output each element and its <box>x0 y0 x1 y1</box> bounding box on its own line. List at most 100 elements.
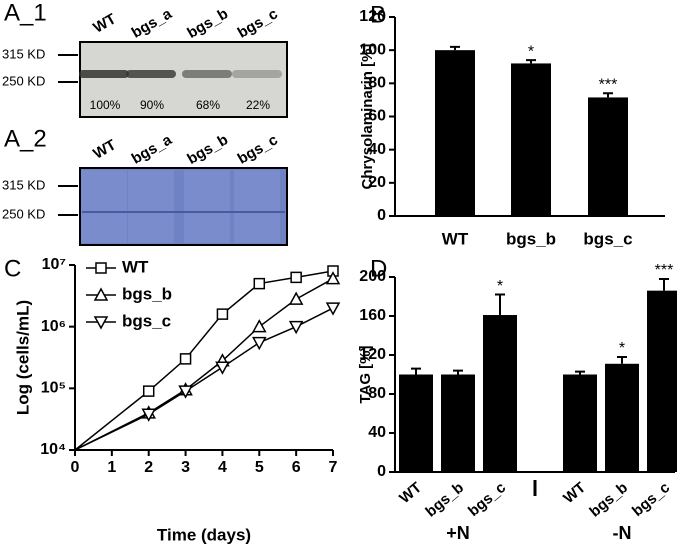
lane-label: bgs_b <box>184 131 231 168</box>
x-tick-label: bgs_c <box>629 479 673 520</box>
point-marker <box>288 291 304 305</box>
x-tick-label: bgs_b <box>586 479 631 520</box>
y-tick-label: 0 <box>377 207 386 224</box>
y-tick-label: 120 <box>359 346 386 363</box>
y-tick-label: 10⁷ <box>42 256 66 273</box>
y-tick-label: 160 <box>359 307 386 324</box>
point-marker <box>253 277 266 290</box>
x-tick-label: 5 <box>255 459 264 476</box>
error-bar <box>659 277 669 291</box>
lane-label: WT <box>90 136 119 162</box>
point-marker <box>252 319 267 333</box>
y-tick-label: 20 <box>368 174 386 191</box>
lane-label: bgs_b <box>184 5 231 42</box>
point-marker <box>288 320 304 335</box>
legend-label: WT <box>122 257 149 276</box>
point-marker <box>215 361 230 375</box>
lane <box>81 170 127 243</box>
band <box>182 70 232 78</box>
x-tick-label: 7 <box>329 459 338 476</box>
percentage: 90% <box>140 98 164 112</box>
error-bar <box>575 370 585 375</box>
percentage: 68% <box>196 98 220 112</box>
x-tick-label: 6 <box>292 459 301 476</box>
point-marker <box>142 385 155 397</box>
point-marker <box>93 287 109 301</box>
percentage: 100% <box>90 98 121 112</box>
band <box>126 70 176 78</box>
x-tick-label: WT <box>396 479 425 507</box>
group-label: +N <box>446 523 470 543</box>
band <box>79 70 129 78</box>
point-marker <box>216 308 229 320</box>
y-tick-label: 200 <box>359 268 386 285</box>
x-tick-label: 2 <box>144 459 153 476</box>
lane <box>234 170 280 243</box>
group-label: -N <box>613 523 632 543</box>
point-marker <box>290 271 302 284</box>
error-bar <box>526 59 536 64</box>
significance: * <box>619 340 625 357</box>
bar <box>441 374 475 472</box>
marker-label: 250 KD <box>2 206 45 221</box>
panel-label: A_1 <box>4 0 47 26</box>
point-marker <box>179 353 192 365</box>
x-tick-label: 0 <box>71 459 80 476</box>
error-bar <box>603 92 613 98</box>
y-tick-label: 10⁵ <box>41 380 66 397</box>
bar <box>435 50 475 216</box>
error-bar <box>450 45 460 51</box>
error-bar <box>617 355 627 364</box>
y-axis-label: Chrysolaminarin [%] <box>359 44 376 190</box>
bar <box>483 315 517 472</box>
x-tick-label: WT <box>560 479 589 507</box>
x-tick-label: 1 <box>107 459 116 476</box>
bar <box>399 374 433 472</box>
y-tick-label: 100 <box>359 41 386 58</box>
x-tick-label: WT <box>442 229 469 248</box>
panel-label: D <box>370 255 387 282</box>
panel-label: B <box>370 1 386 28</box>
y-axis-label: TAG [%] <box>357 345 374 403</box>
x-tick-label: bgs_b <box>506 229 556 248</box>
y-tick-label: 10⁶ <box>41 318 66 335</box>
point-marker <box>325 302 341 316</box>
point-marker <box>327 265 339 277</box>
marker-label: 315 KD <box>2 46 45 61</box>
percentage: 22% <box>246 98 270 112</box>
lane-label: bgs_a <box>129 5 176 42</box>
lane <box>184 170 230 243</box>
point-marker <box>252 336 267 351</box>
lane <box>128 170 174 243</box>
blot <box>79 41 288 118</box>
marker-label: 315 KD <box>2 177 45 192</box>
significance: *** <box>599 77 618 94</box>
y-axis-label: Log (cells/mL) <box>13 300 32 415</box>
y-tick-label: 40 <box>368 424 386 441</box>
x-tick-label: 3 <box>181 459 190 476</box>
error-bar <box>411 367 421 375</box>
point-marker <box>325 271 341 285</box>
lane-label: bgs_c <box>235 5 281 41</box>
y-tick-label: 40 <box>368 141 386 158</box>
lane-label: bgs_a <box>129 131 176 168</box>
bar <box>647 290 677 472</box>
bar <box>511 63 551 216</box>
lane-label: WT <box>90 10 119 36</box>
y-tick-label: 0 <box>377 463 386 480</box>
error-bar <box>495 293 505 316</box>
error-bar <box>453 369 463 375</box>
significance: * <box>528 43 534 60</box>
point-marker <box>95 262 107 274</box>
panel-label: C <box>4 255 21 282</box>
bar <box>605 363 639 472</box>
marker-label: 250 KD <box>2 73 45 88</box>
bar <box>563 374 597 472</box>
x-axis-label: Time (days) <box>157 525 251 544</box>
x-tick-label: bgs_b <box>422 479 467 520</box>
y-tick-label: 120 <box>359 8 386 25</box>
x-tick-label: bgs_c <box>583 229 632 248</box>
x-tick-label: 4 <box>218 459 227 476</box>
legend-label: bgs_b <box>122 284 172 303</box>
